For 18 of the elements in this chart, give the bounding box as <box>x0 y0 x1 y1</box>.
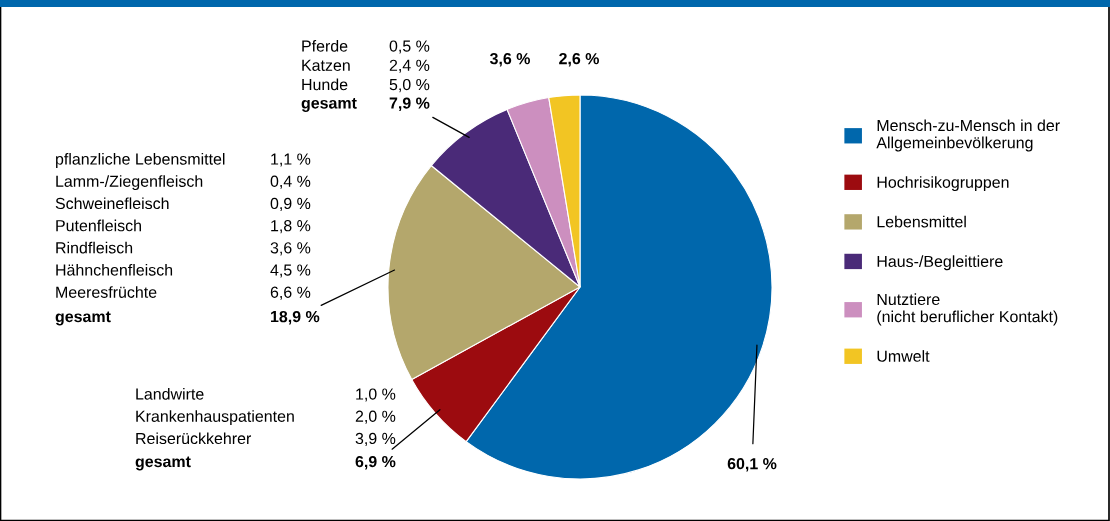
text: gesamt <box>135 456 191 471</box>
data-label: 7,9 % <box>389 97 430 112</box>
data-label: 60,1 % <box>727 457 777 472</box>
legend-label: Hochrisikogruppen <box>877 176 1009 192</box>
legend-label: Haus-/Begleittiere <box>877 255 1003 271</box>
data-label: 3,6 % <box>489 52 530 67</box>
text: 1,0 % 2,0 % 3,9 % <box>355 388 396 446</box>
data-label: 2,6 % <box>559 52 599 67</box>
text: gesamt <box>55 311 111 326</box>
text: 0,5 % 2,4 % 5,0 % <box>389 40 430 93</box>
legend-label: Nutztiere (nicht beruflicher Kontakt) <box>877 293 1058 326</box>
data-label: 6,9 % <box>355 455 396 470</box>
legend-label: Lebensmittel <box>877 215 966 228</box>
text: 1,1 % 0,4 % 0,9 % 1,8 % 3,6 % 4,5 % 6,6 % <box>270 153 311 300</box>
legend-label: Umwelt <box>877 350 930 362</box>
data-label: 18,9 % <box>271 310 320 325</box>
legend-label: Mensch-zu-Mensch in der Allgemeinbevölkerung <box>876 119 1060 152</box>
text: gesamt <box>301 98 357 112</box>
